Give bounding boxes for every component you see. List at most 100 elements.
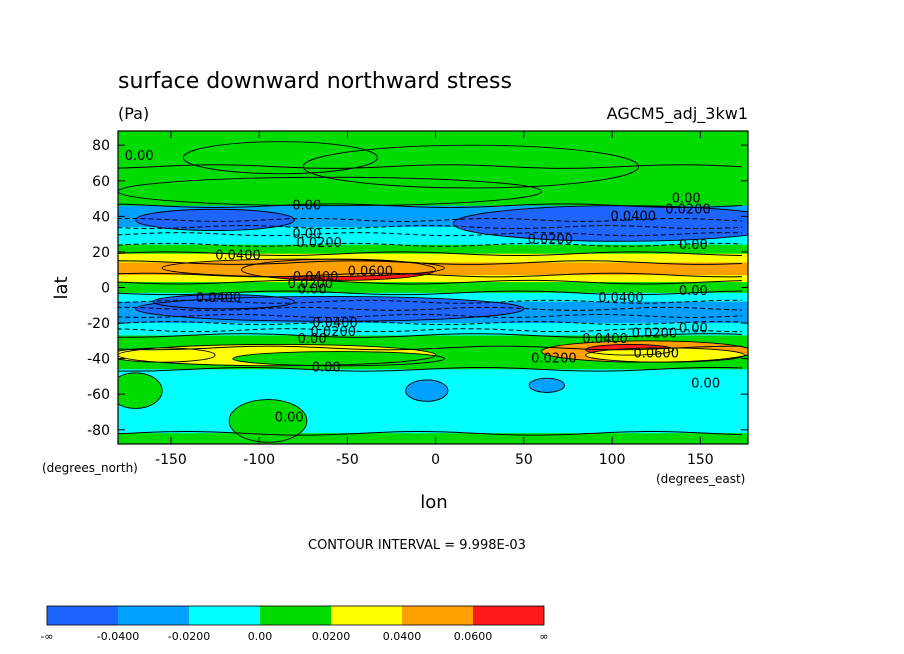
- colorbar-label: 0.0600: [454, 630, 493, 643]
- colorbar-label: ∞: [539, 630, 548, 643]
- contour-line: [118, 345, 743, 351]
- y-axis-ticks: 80 60 40 20 0 -20 -40 -60 -80: [87, 138, 748, 439]
- field-anomaly: [303, 145, 639, 188]
- y-tick-label: 60: [92, 174, 110, 190]
- contour-label: 0.00: [292, 227, 321, 242]
- contour-label: 0.00: [312, 361, 341, 376]
- contour-label: 0.00: [125, 149, 154, 164]
- y-tick-label: -40: [87, 352, 110, 368]
- field-anomaly: [118, 177, 542, 206]
- contour-label: 0.00: [298, 282, 327, 297]
- contour-label: 0.0200: [296, 236, 342, 251]
- contour-ring: [405, 379, 449, 402]
- contour-ring: [228, 399, 308, 443]
- x-axis-ticks: -150 -100 -50 0 50 100 150: [155, 131, 714, 468]
- colorbar: -∞ -0.0400 -0.0200 0.00 0.0200 0.0400 0.0600 ∞: [40, 605, 549, 643]
- x-tick-label: 50: [515, 452, 533, 468]
- field-anomaly: [229, 399, 307, 443]
- contour-ring: [302, 144, 640, 189]
- contour-label: 0.0200: [311, 325, 357, 340]
- run-label: AGCM5_adj_3kw1: [607, 104, 748, 124]
- contour-line: [118, 203, 743, 208]
- zonal-band: [118, 433, 748, 444]
- contour-label: 0.0400: [312, 316, 358, 331]
- contour-ring: [528, 377, 565, 393]
- field-anomaly: [529, 378, 565, 393]
- contour-ring: [161, 258, 445, 278]
- contour-line-dashed: [118, 217, 743, 222]
- contour-label: 0.00: [275, 410, 304, 425]
- contour-line: [118, 290, 743, 296]
- contour-label: 0.0400: [598, 291, 644, 306]
- contour-label: 0.0400: [582, 332, 628, 347]
- zonal-band: [118, 244, 748, 254]
- zonal-band: [118, 282, 748, 293]
- y-axis-label: lat: [51, 276, 72, 299]
- y-tick-label: 80: [92, 138, 110, 154]
- contour-line: [118, 333, 743, 338]
- x-tick-label: -100: [243, 452, 275, 468]
- colorbar-swatch: [331, 606, 402, 625]
- field-anomaly: [405, 379, 448, 402]
- contour-line: [118, 251, 743, 257]
- contour-ring: [452, 205, 748, 242]
- contour-label: 0.0400: [293, 270, 339, 285]
- colorbar-swatch: [189, 606, 260, 625]
- contour-line: [118, 279, 743, 285]
- x-tick-label: 0: [431, 452, 440, 468]
- colorbar-label: -∞: [40, 630, 53, 643]
- y-tick-label: -20: [87, 316, 110, 332]
- y-unit-label: (degrees_north): [42, 461, 138, 475]
- contour-label: 0.00: [691, 377, 720, 392]
- colorbar-label: 0.0400: [383, 630, 422, 643]
- y-tick-label: 40: [92, 209, 110, 225]
- y-tick-label: 20: [92, 245, 110, 261]
- contour-label: 0.00: [679, 321, 708, 336]
- contour-ring: [585, 343, 675, 356]
- contour-label: 0.0400: [196, 291, 242, 306]
- field-anomaly: [118, 372, 163, 409]
- field-anomaly: [162, 259, 445, 277]
- contour-line-dashed: [118, 306, 743, 311]
- x-tick-label: -150: [155, 452, 187, 468]
- colorbar-swatch: [402, 606, 473, 625]
- contour-ring: [118, 372, 163, 409]
- colorbar-swatch: [260, 606, 331, 625]
- contour-line-dashed: [118, 321, 743, 326]
- units-label: (Pa): [118, 104, 149, 123]
- contour-line: [118, 431, 743, 436]
- contour-ring: [135, 208, 295, 232]
- contour-label: 0.00: [679, 238, 708, 253]
- zonal-band: [118, 292, 748, 302]
- contour-label: 0.0200: [288, 277, 334, 292]
- contour-line-dashed: [118, 313, 743, 318]
- contour-ring: [585, 347, 745, 363]
- contour-line: [118, 367, 743, 372]
- contour-line-dashed: [118, 242, 743, 247]
- contour-line: [118, 164, 743, 169]
- contour-label: 0.00: [679, 284, 708, 299]
- colorbar-swatch: [118, 606, 189, 625]
- x-tick-label: 100: [599, 452, 626, 468]
- contour-ring: [182, 141, 378, 175]
- chart-title: surface downward northward stress: [118, 69, 512, 94]
- field-anomaly: [585, 347, 745, 363]
- contour-interval: CONTOUR INTERVAL = 9.998E-03: [308, 538, 526, 553]
- contour-label: 0.0200: [632, 327, 678, 342]
- contour-label: 0.0400: [611, 209, 657, 224]
- contour-label: 0.00: [672, 192, 701, 207]
- zonal-band: [118, 253, 748, 263]
- colorbar-swatch: [473, 606, 544, 625]
- contour-ring: [118, 343, 437, 367]
- contour-line: [118, 272, 743, 278]
- contour-line-dashed: [118, 299, 743, 304]
- y-tick-label: 0: [101, 281, 110, 297]
- contour-line-dashed: [118, 225, 743, 230]
- colorbar-swatch: [47, 606, 118, 625]
- x-unit-label: (degrees_east): [656, 472, 745, 486]
- contour-ring: [152, 294, 295, 310]
- contour-ring: [135, 295, 525, 322]
- x-axis-label: lon: [420, 492, 447, 513]
